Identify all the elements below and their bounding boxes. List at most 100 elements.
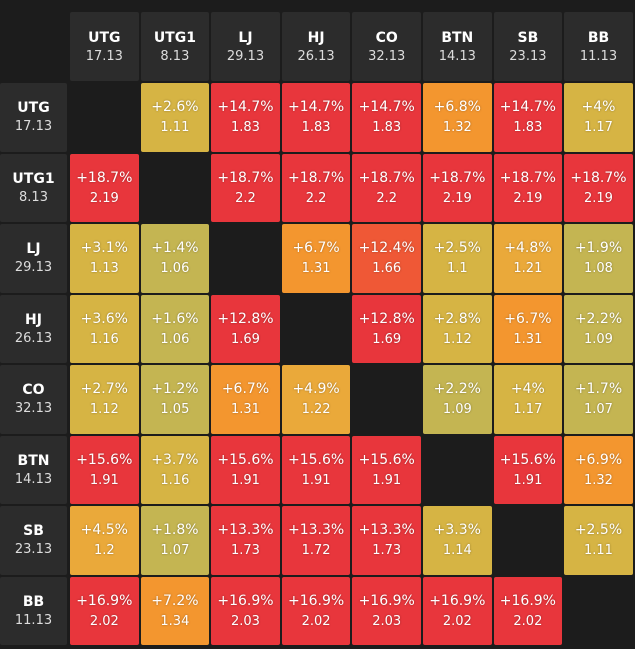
cell-percent: +15.6% [217, 451, 274, 468]
cell-multiplier: 1.11 [584, 543, 613, 559]
column-header: SB 23.13 [493, 12, 563, 81]
cell: +1.6% 1.06 [140, 294, 210, 363]
cell-multiplier: 2.03 [231, 613, 260, 629]
cell-percent: +16.9% [217, 592, 274, 609]
cell-percent: +18.7% [570, 169, 627, 186]
cell: +6.7% 1.31 [211, 365, 280, 434]
cell-multiplier: 1.14 [442, 543, 472, 559]
cell: +18.7% 2.19 [70, 153, 139, 222]
cell-percent: +16.9% [76, 592, 133, 609]
cell-percent: +1.4% [151, 240, 199, 257]
cell-multiplier: 1.32 [584, 472, 613, 488]
cell-percent: +3.7% [151, 451, 199, 468]
cell: +1.8% 1.07 [140, 506, 210, 575]
cell: +1.4% 1.06 [140, 224, 210, 293]
cell: +15.6% 1.91 [70, 435, 139, 504]
cell-multiplier: 1.91 [89, 472, 119, 488]
cell-percent: +16.9% [429, 592, 486, 609]
cell: +3.6% 1.16 [70, 294, 139, 363]
row-value: 17.13 [14, 119, 53, 135]
cell: +4.8% 1.21 [493, 224, 563, 293]
cell: +18.7% 2.2 [352, 153, 421, 222]
cell-percent: +1.7% [574, 381, 623, 398]
cell-multiplier: 1.31 [513, 331, 543, 347]
cell-multiplier: 1.73 [231, 543, 260, 559]
cell-multiplier: 1.09 [442, 402, 472, 418]
row-name: SB [23, 523, 44, 540]
cell-multiplier: 1.21 [513, 261, 543, 277]
cell-multiplier: 1.22 [301, 402, 331, 418]
cell-multiplier: 1.83 [513, 120, 543, 136]
cell: +6.8% 1.32 [423, 83, 492, 152]
cell-percent: +18.7% [76, 169, 133, 186]
cell-percent: +6.7% [221, 381, 270, 398]
row-name: UTG [17, 100, 50, 117]
column-header: UTG 17.13 [70, 12, 139, 81]
cell: +14.7% 1.83 [493, 83, 563, 152]
cell: +14.7% 1.83 [281, 83, 351, 152]
cell-percent: +18.7% [429, 169, 486, 186]
cell-percent: +2.8% [433, 310, 481, 327]
cell-multiplier: 1.07 [160, 543, 190, 559]
cell-multiplier: 1.16 [160, 472, 190, 488]
cell-multiplier: 1.1 [446, 261, 468, 277]
cell: +16.9% 2.03 [352, 576, 421, 645]
cell-percent: +15.6% [76, 451, 133, 468]
column-name: LJ [238, 29, 253, 46]
cell: +2.5% 1.1 [423, 224, 492, 293]
cell: +14.7% 1.83 [352, 83, 421, 152]
cell-percent: +15.6% [358, 451, 415, 468]
cell-multiplier: 1.06 [160, 331, 190, 347]
cell-percent: +15.6% [499, 451, 556, 468]
cell-multiplier: 1.31 [231, 402, 260, 418]
cell-multiplier: 1.12 [442, 331, 472, 347]
cell-percent: +4% [510, 381, 545, 398]
row-name: UTG1 [12, 170, 55, 187]
cell-multiplier: 1.2 [93, 543, 115, 559]
row-header: UTG 17.13 [0, 83, 67, 152]
cell-percent: +13.3% [358, 522, 415, 539]
row-name: CO [22, 382, 45, 399]
cell-percent: +1.2% [151, 381, 199, 398]
cell-percent: +18.7% [287, 169, 345, 186]
column-value: 11.13 [579, 48, 618, 64]
cell-multiplier: 1.91 [301, 472, 331, 488]
cell-multiplier: 1.69 [372, 331, 402, 347]
cell-percent: +3.1% [80, 240, 128, 257]
row-value: 14.13 [14, 471, 53, 487]
column-header: HJ 26.13 [281, 12, 351, 81]
cell: +18.7% 2.19 [493, 153, 563, 222]
cell: +2.2% 1.09 [423, 365, 492, 434]
cell-percent: +12.8% [358, 310, 415, 327]
cell-multiplier: 1.83 [301, 120, 331, 136]
column-header: CO 32.13 [352, 12, 421, 81]
cell-percent: +16.9% [358, 592, 415, 609]
cell-percent: +7.2% [151, 592, 199, 609]
cell-percent: +6.7% [292, 240, 340, 257]
cell: +13.3% 1.72 [281, 506, 351, 575]
row-value: 23.13 [14, 542, 53, 558]
cell-percent: +1.8% [151, 522, 199, 539]
cell-percent: +13.3% [217, 522, 274, 539]
cell: +16.9% 2.02 [70, 576, 139, 645]
cell-percent: +4% [581, 99, 616, 116]
cell-multiplier: 1.73 [372, 543, 402, 559]
column-header: LJ 29.13 [211, 12, 280, 81]
column-name: SB [517, 29, 539, 46]
cell: +4.5% 1.2 [70, 506, 139, 575]
cell-percent: +4.8% [504, 240, 552, 257]
column-name: HJ [307, 29, 325, 46]
cell-percent: +16.9% [499, 592, 556, 609]
row-header: CO 32.13 [0, 365, 67, 434]
cell: +4% 1.17 [564, 83, 633, 152]
cell: +16.9% 2.02 [281, 576, 351, 645]
cell: +12.8% 1.69 [211, 294, 280, 363]
cell-multiplier: 2.19 [442, 190, 472, 206]
cell-percent: +4.5% [80, 522, 128, 539]
column-value: 29.13 [226, 48, 265, 64]
cell-percent: +6.7% [504, 310, 552, 327]
column-name: UTG1 [153, 29, 196, 46]
row-name: BB [22, 593, 45, 610]
cell-multiplier: 1.83 [231, 120, 260, 136]
